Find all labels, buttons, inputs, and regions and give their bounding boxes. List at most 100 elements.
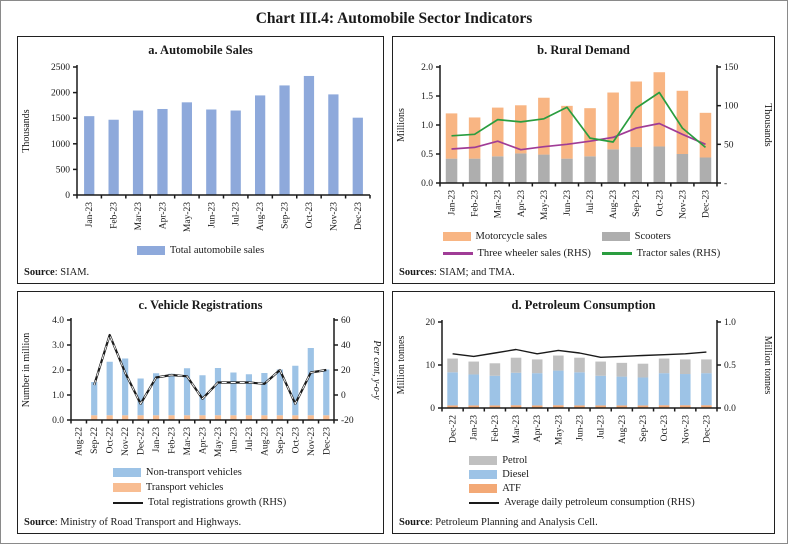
legend-swatch-total-automobile-sales xyxy=(136,246,165,256)
legend-swatch-transport-vehicles xyxy=(112,483,141,493)
svg-text:Aug-23: Aug-23 xyxy=(618,415,628,444)
svg-text:0: 0 xyxy=(65,191,70,201)
legend-swatch-tractor-sales xyxy=(601,252,632,255)
svg-text:1.5: 1.5 xyxy=(421,92,433,102)
svg-text:Apr-23: Apr-23 xyxy=(533,415,543,442)
legend-swatch-non-transport-vehicles xyxy=(112,468,141,478)
svg-text:Nov-23: Nov-23 xyxy=(307,427,317,456)
svg-text:Sep-23: Sep-23 xyxy=(632,190,642,217)
source-text: : SIAM. xyxy=(54,267,90,278)
svg-text:3.0: 3.0 xyxy=(52,341,64,351)
legend-label: Tractor sales (RHS) xyxy=(636,248,721,260)
svg-text:0.0: 0.0 xyxy=(52,416,64,426)
svg-text:150: 150 xyxy=(724,63,739,73)
legend-item: Three wheeler sales (RHS) xyxy=(442,247,602,260)
panel-c-source: Source: Ministry of Road Transport and H… xyxy=(18,515,383,533)
panel-petroleum-consumption: d. Petroleum Consumption 0 10 20 0.0 0.5 1.0 D… xyxy=(392,291,775,534)
svg-text:Mar-23: Mar-23 xyxy=(494,190,504,219)
svg-text:Number in million: Number in million xyxy=(21,333,32,407)
legend-item: ATF xyxy=(469,482,774,495)
source-word: Source xyxy=(24,517,55,528)
legend-swatch-total-registrations-growth xyxy=(112,501,143,505)
svg-text:Millions: Millions xyxy=(396,108,407,142)
svg-text:0.5: 0.5 xyxy=(724,361,736,371)
svg-text:-: - xyxy=(724,179,727,189)
svg-text:Apr-23: Apr-23 xyxy=(517,190,527,217)
svg-text:Million tonnes: Million tonnes xyxy=(762,336,773,395)
svg-text:Jul-23: Jul-23 xyxy=(232,202,242,226)
legend-label: Total registrations growth (RHS) xyxy=(147,497,287,509)
legend-label: Petrol xyxy=(502,455,528,466)
svg-text:Feb-23: Feb-23 xyxy=(168,427,178,454)
svg-text:Apr-23: Apr-23 xyxy=(158,202,168,229)
legend-label: Three wheeler sales (RHS) xyxy=(477,248,591,260)
svg-text:Nov-22: Nov-22 xyxy=(121,427,131,456)
svg-text:Feb-23: Feb-23 xyxy=(471,190,481,217)
legend-label: ATF xyxy=(502,483,521,495)
legend-label: Average daily petroleum consumption (RHS… xyxy=(504,497,695,509)
legend-item: Total automobile sales xyxy=(136,244,265,257)
panel-d-source: Source: Petroleum Planning and Analysis … xyxy=(393,515,774,533)
svg-text:Mar-23: Mar-23 xyxy=(512,415,522,444)
svg-text:Nov-23: Nov-23 xyxy=(329,202,339,231)
svg-text:100: 100 xyxy=(724,102,739,112)
svg-text:Sep-22: Sep-22 xyxy=(90,427,100,454)
svg-text:Sep-23: Sep-23 xyxy=(276,427,286,454)
svg-text:Mar-23: Mar-23 xyxy=(134,202,144,231)
svg-text:Jun-23: Jun-23 xyxy=(576,415,586,441)
svg-text:Nov-23: Nov-23 xyxy=(678,190,688,219)
source-text: : Petroleum Planning and Analysis Cell. xyxy=(429,517,598,528)
chart-grid: a. Automobile Sales 0 500 1000 1500 2000 2500… xyxy=(17,36,775,534)
panel-d-legend: Petrol Diesel ATF Average daily petroleu… xyxy=(469,454,774,511)
panel-b-source: Sources: SIAM; and TMA. xyxy=(393,265,774,283)
legend-item: Scooters xyxy=(601,230,774,243)
svg-text:Jul-23: Jul-23 xyxy=(245,427,255,451)
svg-text:Jul-23: Jul-23 xyxy=(597,415,607,439)
legend-swatch-average-daily-consumption xyxy=(469,501,500,505)
svg-text:1.0: 1.0 xyxy=(421,121,433,131)
svg-text:Aug-23: Aug-23 xyxy=(260,427,270,456)
svg-text:Jan-23: Jan-23 xyxy=(85,202,95,228)
legend-item: Tractor sales (RHS) xyxy=(601,247,774,260)
svg-text:40: 40 xyxy=(341,341,351,351)
svg-text:0.5: 0.5 xyxy=(421,150,433,160)
svg-text:Per cent, y-o-y: Per cent, y-o-y xyxy=(371,339,382,400)
svg-text:Million tonnes: Million tonnes xyxy=(396,336,407,395)
svg-text:1.0: 1.0 xyxy=(52,391,64,401)
svg-text:1000: 1000 xyxy=(51,140,70,150)
svg-text:Oct-22: Oct-22 xyxy=(106,427,116,454)
svg-text:May-23: May-23 xyxy=(183,202,193,232)
svg-text:Jun-23: Jun-23 xyxy=(229,427,239,453)
svg-text:Dec-23: Dec-23 xyxy=(702,415,712,443)
vehicle-registrations-chart: 0.0 1.0 2.0 3.0 4.0 -20 0 20 40 60 Aug-22 Sep-22 Oct… xyxy=(21,316,382,457)
svg-text:1500: 1500 xyxy=(51,114,70,124)
svg-text:Sep-23: Sep-23 xyxy=(639,415,649,442)
svg-text:2000: 2000 xyxy=(51,89,70,99)
source-word: Source xyxy=(24,267,55,278)
source-text: : Ministry of Road Transport and Highway… xyxy=(54,517,242,528)
svg-text:Apr-23: Apr-23 xyxy=(199,427,209,454)
panel-vehicle-registrations: c. Vehicle Registrations 0.0 1.0 2.0 3.0 4.0… xyxy=(17,291,384,534)
svg-text:500: 500 xyxy=(56,165,71,175)
panel-rural-demand: b. Rural Demand 0.0 0.5 1.0 1.5 2.0 - 50 100 150… xyxy=(392,36,775,284)
svg-text:Thousands: Thousands xyxy=(21,109,32,152)
panel-d-title: d. Petroleum Consumption xyxy=(511,298,656,312)
svg-text:Jan-23: Jan-23 xyxy=(448,190,458,216)
legend-item: Average daily petroleum consumption (RHS… xyxy=(469,496,774,509)
legend-label: Total automobile sales xyxy=(169,245,265,256)
legend-swatch-diesel xyxy=(469,470,498,480)
panel-c-title: c. Vehicle Registrations xyxy=(138,298,263,312)
svg-text:Aug-23: Aug-23 xyxy=(609,190,619,219)
automobile-sales-chart: 0 500 1000 1500 2000 2500 Jan-23 Feb-23 Mar-23 Ap… xyxy=(21,63,371,232)
legend-swatch-petrol xyxy=(469,456,498,466)
legend-swatch-scooters xyxy=(601,232,630,242)
svg-text:Dec-22: Dec-22 xyxy=(137,427,147,455)
legend-item: Total registrations growth (RHS) xyxy=(112,496,383,509)
source-word: Sources xyxy=(399,267,434,278)
svg-text:May-23: May-23 xyxy=(540,190,550,220)
svg-text:Jun-23: Jun-23 xyxy=(563,190,573,216)
svg-text:Jun-23: Jun-23 xyxy=(207,202,217,228)
rural-demand-chart: 0.0 0.5 1.0 1.5 2.0 - 50 100 150 Jan-23 Feb-23 Mar-… xyxy=(396,63,773,220)
legend-item: Petrol xyxy=(469,454,774,467)
